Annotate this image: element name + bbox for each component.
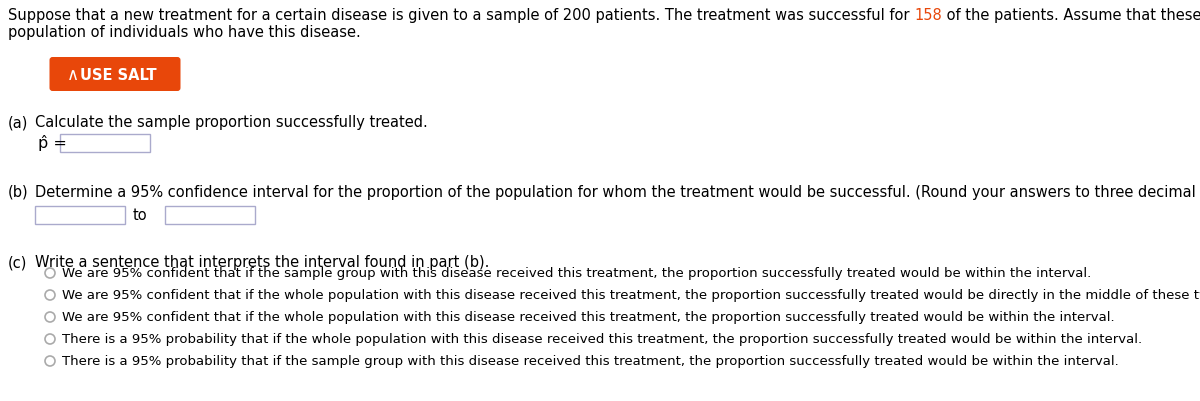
Text: We are 95% confident that if the whole population with this disease received thi: We are 95% confident that if the whole p…	[62, 289, 1200, 302]
Text: USE SALT: USE SALT	[80, 67, 157, 82]
Text: There is a 95% probability that if the whole population with this disease receiv: There is a 95% probability that if the w…	[62, 333, 1142, 346]
Text: Write a sentence that interprets the interval found in part (b).: Write a sentence that interprets the int…	[35, 254, 490, 269]
Text: Suppose that a new treatment for a certain disease is given to a sample of 200 p: Suppose that a new treatment for a certa…	[8, 8, 914, 23]
Text: to: to	[133, 208, 148, 223]
FancyBboxPatch shape	[35, 207, 125, 225]
Text: There is a 95% probability that if the sample group with this disease received t: There is a 95% probability that if the s…	[62, 354, 1118, 368]
Text: 158: 158	[914, 8, 942, 23]
Text: population of individuals who have this disease.: population of individuals who have this …	[8, 25, 361, 40]
Text: p̂ =: p̂ =	[38, 135, 67, 151]
FancyBboxPatch shape	[49, 58, 180, 92]
FancyBboxPatch shape	[166, 207, 256, 225]
Text: (c): (c)	[8, 254, 28, 269]
Text: ∧: ∧	[66, 66, 79, 84]
FancyBboxPatch shape	[60, 135, 150, 153]
Text: (b): (b)	[8, 184, 29, 200]
Text: (a): (a)	[8, 115, 29, 130]
Text: of the patients. Assume that these patients are representative of the: of the patients. Assume that these patie…	[942, 8, 1200, 23]
Text: We are 95% confident that if the sample group with this disease received this tr: We are 95% confident that if the sample …	[62, 267, 1091, 280]
Text: Calculate the sample proportion successfully treated.: Calculate the sample proportion successf…	[35, 115, 427, 130]
Text: We are 95% confident that if the whole population with this disease received thi: We are 95% confident that if the whole p…	[62, 311, 1115, 324]
Text: Determine a 95% confidence interval for the proportion of the population for who: Determine a 95% confidence interval for …	[35, 184, 1200, 200]
